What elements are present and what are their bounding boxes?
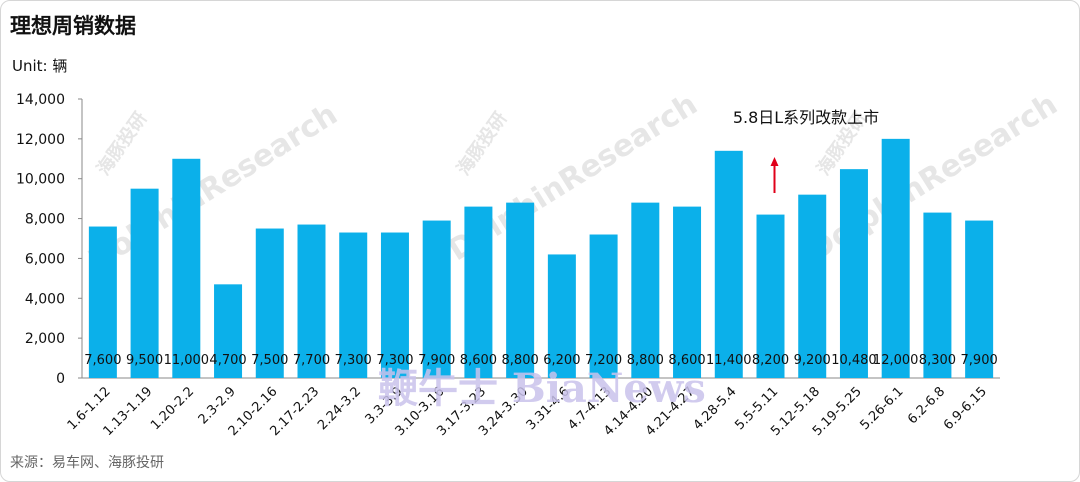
data-label: 7,900 [961, 353, 998, 368]
bar [380, 232, 409, 378]
bar [881, 138, 910, 378]
bar [798, 194, 827, 378]
y-tick-label: 2,000 [25, 331, 65, 347]
bar [714, 150, 743, 378]
bar [756, 214, 785, 378]
bar [339, 232, 368, 378]
data-label: 8,300 [919, 353, 956, 368]
bar [631, 202, 660, 378]
data-label: 8,600 [668, 353, 705, 368]
data-label: 8,800 [627, 353, 664, 368]
data-label: 12,000 [873, 353, 919, 368]
bar [589, 234, 618, 378]
y-tick-label: 12,000 [16, 132, 65, 148]
bar [547, 254, 576, 378]
x-tick-label: 4.28-5.4 [691, 384, 740, 433]
data-label: 7,300 [335, 353, 372, 368]
data-label: 7,900 [418, 353, 455, 368]
bar [214, 284, 243, 378]
bar [172, 158, 201, 378]
bar [923, 212, 952, 378]
annotation-arrow-head [770, 157, 779, 166]
data-label: 11,400 [706, 353, 752, 368]
data-label: 7,600 [84, 353, 121, 368]
bar [297, 224, 326, 378]
annotation-text: 5.8日L系列改款上市 [733, 108, 879, 127]
bar [673, 206, 702, 378]
y-tick-label: 0 [56, 371, 65, 387]
chart-title: 理想周销数据 [10, 14, 136, 38]
data-label: 11,000 [164, 353, 210, 368]
data-label: 8,600 [460, 353, 497, 368]
bar [464, 206, 493, 378]
y-tick-label: 6,000 [25, 251, 65, 267]
source-note: 来源：易车网、海豚投研 [10, 455, 164, 471]
bar [422, 220, 451, 378]
bar [839, 169, 868, 378]
data-label: 9,500 [126, 353, 163, 368]
x-tick-label: 3.31-4.6 [524, 384, 573, 433]
x-tick-label: 6.9-6.15 [941, 384, 990, 433]
data-label: 7,700 [293, 353, 330, 368]
y-tick-label: 4,000 [25, 291, 65, 307]
data-label: 7,500 [251, 353, 288, 368]
y-tick-label: 10,000 [16, 172, 65, 188]
data-label: 8,800 [502, 353, 539, 368]
data-label: 4,700 [209, 353, 246, 368]
data-label: 6,200 [543, 353, 580, 368]
y-tick-label: 8,000 [25, 212, 65, 228]
data-label: 7,200 [585, 353, 622, 368]
x-tick-label: 1.20-2.2 [148, 384, 197, 433]
bar [130, 188, 159, 378]
data-label: 7,300 [376, 353, 413, 368]
data-label: 10,480 [831, 353, 877, 368]
bar [965, 220, 994, 378]
bar [88, 226, 117, 378]
x-tick-label: 5.26-6.1 [857, 384, 906, 433]
bar [255, 228, 284, 378]
y-tick-label: 14,000 [16, 92, 65, 108]
data-label: 9,200 [794, 353, 831, 368]
unit-label: Unit: 辆 [12, 57, 68, 75]
bar [506, 202, 535, 378]
x-tick-label: 2.24-3.2 [315, 384, 364, 433]
data-label: 8,200 [752, 353, 789, 368]
